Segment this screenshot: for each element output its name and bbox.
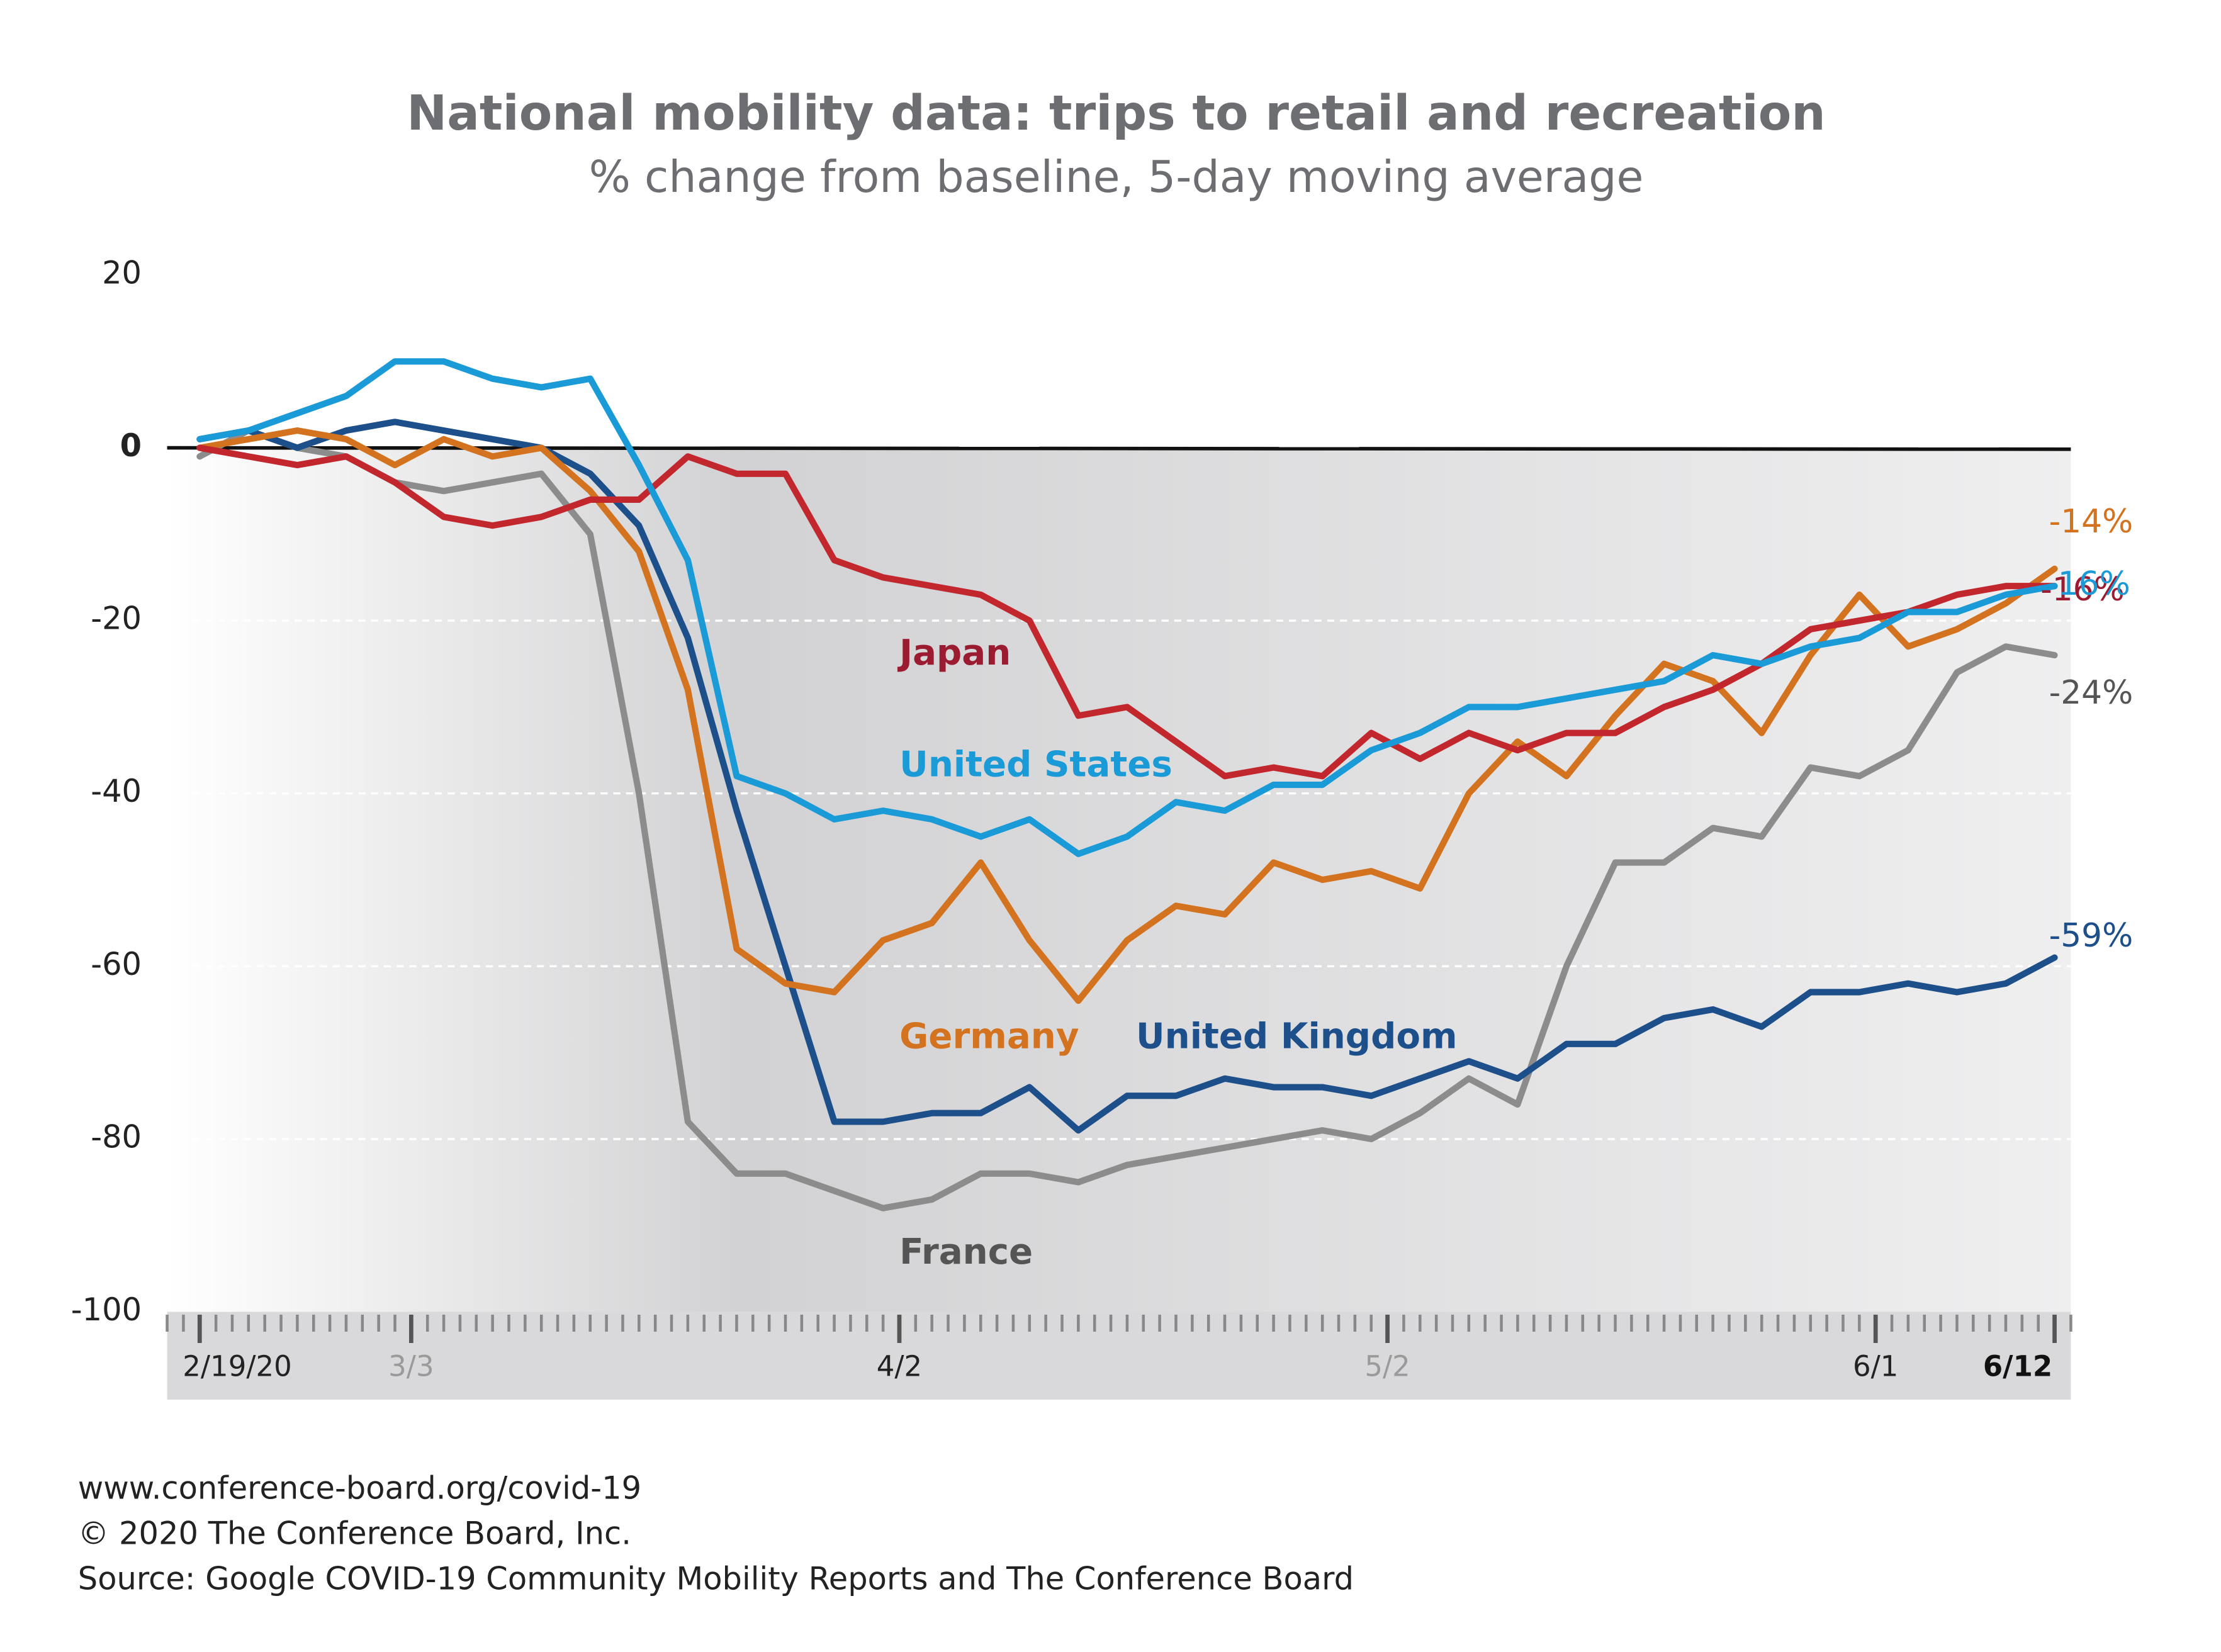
end-value-label: -24%: [2049, 674, 2134, 712]
end-value-label: -14%: [2049, 503, 2134, 541]
end-value-label: -16%: [2046, 565, 2130, 603]
series-line: [196, 427, 2058, 1004]
x-tick-label: 6/1: [1853, 1349, 1898, 1383]
x-tick-label: 2/19/20: [183, 1349, 291, 1383]
chart-subtitle: % change from baseline, 5-day moving ave…: [589, 152, 1644, 203]
y-tick-label: -80: [91, 1118, 142, 1155]
end-value-label: -59%: [2049, 917, 2134, 955]
chart-title: National mobility data: trips to retail …: [407, 86, 1826, 142]
series-line: [196, 419, 2058, 1134]
series-label: France: [899, 1232, 1033, 1273]
series-line: [196, 358, 2058, 857]
plot-shade: [167, 447, 2071, 1312]
x-tick-label: 6/12: [1983, 1349, 2052, 1383]
x-tick-label: 4/2: [877, 1349, 922, 1383]
y-tick-label: -20: [91, 600, 142, 637]
y-tick-label: 0: [120, 427, 142, 464]
series-line: [196, 427, 2058, 1211]
series-line: [196, 444, 2058, 780]
y-tick-label: 20: [102, 255, 142, 291]
y-tick-label: -100: [71, 1291, 142, 1328]
x-tick-label: 5/2: [1364, 1349, 1410, 1383]
footer-line: © 2020 The Conference Board, Inc.: [78, 1515, 631, 1552]
end-value-label: -16%: [2040, 571, 2125, 609]
x-axis-band: [167, 1312, 2071, 1400]
series-label: United States: [899, 745, 1172, 785]
x-tick-label: 3/3: [388, 1349, 434, 1383]
y-tick-label: -40: [91, 773, 142, 809]
y-tick-label: -60: [91, 946, 142, 982]
series-label: Germany: [899, 1016, 1079, 1057]
zero-line: [167, 446, 2071, 451]
series-label: Japan: [897, 632, 1011, 673]
footer-line: www.conference-board.org/covid-19: [78, 1470, 641, 1507]
series-label: United Kingdom: [1136, 1016, 1458, 1057]
footer-line: Source: Google COVID-19 Community Mobili…: [78, 1561, 1354, 1597]
